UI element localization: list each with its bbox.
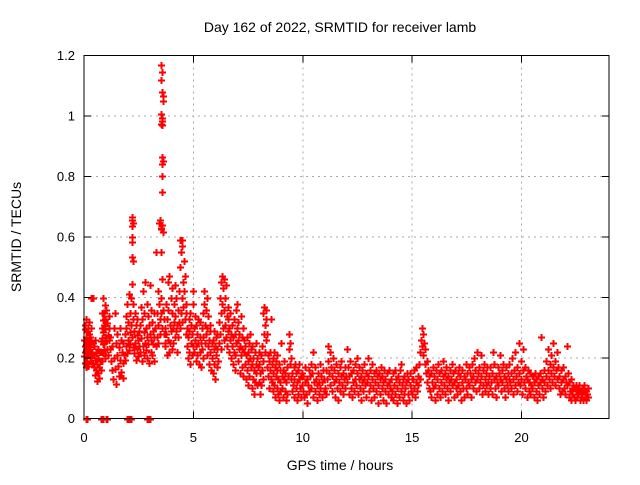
y-axis-label: SRMTID / TECUs	[8, 182, 24, 292]
x-tick-label: 10	[296, 430, 310, 445]
y-tick-label: 0.4	[57, 290, 75, 305]
x-tick-label: 0	[80, 430, 87, 445]
chart-title: Day 162 of 2022, SRMTID for receiver lam…	[204, 19, 477, 35]
x-axis-label: GPS time / hours	[287, 457, 394, 473]
y-tick-label: 0	[68, 411, 75, 426]
y-tick-label: 0.2	[57, 351, 75, 366]
tick-labels: 0 5 10 15 20 0 0.2 0.4 0.6 0.8 1 1.2	[57, 48, 529, 445]
y-tick-label: 1	[68, 109, 75, 124]
axis-ticks	[83, 55, 609, 419]
y-tick-label: 0.8	[57, 169, 75, 184]
x-tick-label: 5	[190, 430, 197, 445]
y-tick-label: 1.2	[57, 48, 75, 63]
gridlines	[83, 55, 609, 419]
x-tick-label: 20	[514, 430, 528, 445]
x-tick-label: 15	[405, 430, 419, 445]
y-tick-label: 0.6	[57, 230, 75, 245]
